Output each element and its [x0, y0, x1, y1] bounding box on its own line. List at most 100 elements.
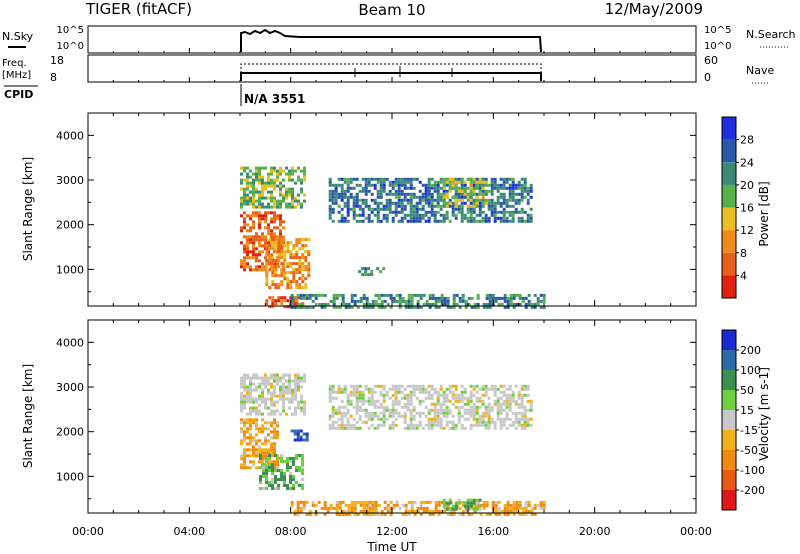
- heatmap-cell: [297, 388, 300, 392]
- heatmap-cell: [274, 487, 277, 490]
- heatmap-cell: [463, 186, 467, 190]
- heatmap-cell: [308, 293, 312, 297]
- heatmap-cell: [454, 507, 458, 511]
- heatmap-cell: [252, 397, 255, 401]
- heatmap-cell: [270, 397, 273, 401]
- heatmap-cell: [436, 396, 440, 400]
- heatmap-cell: [460, 189, 464, 193]
- heatmap-cell: [433, 402, 437, 406]
- heatmap-cell: [299, 293, 303, 297]
- heatmap-cell: [449, 512, 453, 516]
- heatmap-cell: [277, 469, 280, 472]
- heatmap-cell: [409, 201, 413, 205]
- heatmap-cell: [484, 180, 488, 184]
- heatmap-cell: [517, 201, 521, 205]
- heatmap-cell: [409, 423, 413, 427]
- heatmap-cell: [355, 390, 359, 394]
- heatmap-cell: [376, 417, 380, 421]
- heatmap-cell: [255, 433, 258, 437]
- heatmap-cell: [499, 192, 503, 196]
- heatmap-cell: [265, 478, 268, 481]
- heatmap-cell: [240, 265, 243, 269]
- heatmap-cell: [341, 512, 345, 516]
- heatmap-cell: [346, 423, 350, 427]
- heatmap-cell: [289, 271, 293, 275]
- heatmap-cell: [508, 396, 512, 400]
- heatmap-cell: [385, 408, 389, 412]
- heatmap-cell: [377, 293, 381, 297]
- heatmap-cell: [409, 399, 413, 403]
- heatmap-cell: [469, 396, 473, 400]
- heatmap-cell: [293, 429, 297, 433]
- heatmap-cell: [418, 216, 422, 220]
- heatmap-cell: [246, 373, 249, 377]
- heatmap-cell: [503, 506, 507, 510]
- heatmap-cell: [331, 210, 335, 214]
- heatmap-cell: [291, 196, 294, 200]
- heatmap-cell: [252, 199, 255, 203]
- heatmap-cell: [341, 299, 345, 303]
- heatmap-cell: [511, 390, 515, 394]
- heatmap-cell: [349, 177, 353, 181]
- heatmap-cell: [273, 430, 276, 434]
- heatmap-cell: [355, 183, 359, 187]
- heatmap-cell: [406, 219, 410, 223]
- heatmap-cell: [457, 195, 461, 199]
- power-colorbar-tick-label: 16: [740, 202, 754, 215]
- heatmap-cell: [419, 506, 423, 510]
- heatmap-cell: [424, 210, 428, 214]
- heatmap-cell: [303, 172, 306, 176]
- heatmap-cell: [481, 384, 485, 388]
- heatmap-cell: [437, 305, 441, 309]
- heatmap-cell: [271, 241, 275, 245]
- heatmap-cell: [286, 466, 289, 469]
- heatmap-cell: [476, 296, 480, 300]
- heatmap-cell: [454, 201, 458, 205]
- heatmap-cell: [473, 302, 477, 306]
- heatmap-cell: [282, 196, 285, 200]
- heatmap-cell: [376, 405, 380, 409]
- heatmap-cell: [481, 180, 485, 184]
- heatmap-cell: [328, 426, 332, 430]
- heatmap-cell: [292, 463, 295, 466]
- heatmap-cell: [301, 265, 305, 269]
- heatmap-cell: [487, 411, 491, 415]
- velocity-colorbar-tick-label: 200: [740, 344, 761, 357]
- heatmap-cell: [294, 379, 297, 383]
- heatmap-cell: [523, 210, 527, 214]
- heatmap-cell: [433, 423, 437, 427]
- heatmap-cell: [542, 500, 546, 504]
- heatmap-cell: [265, 487, 268, 490]
- heatmap-cell: [433, 180, 437, 184]
- heatmap-cell: [466, 402, 470, 406]
- heatmap-cell: [290, 503, 294, 507]
- heatmap-cell: [430, 207, 434, 211]
- power-frame: [87, 112, 697, 307]
- heatmap-cell: [301, 457, 304, 460]
- heatmap-cell: [386, 293, 390, 297]
- heatmap-cell: [252, 376, 255, 380]
- heatmap-cell: [377, 305, 381, 309]
- heatmap-cell: [502, 201, 506, 205]
- heatmap-cell: [276, 382, 279, 386]
- heatmap-cell: [379, 201, 383, 205]
- heatmap-cell: [295, 469, 298, 472]
- heatmap-cell: [277, 253, 281, 257]
- heatmap-cell: [476, 503, 480, 507]
- heatmap-cell: [243, 211, 246, 215]
- heatmap-cell: [518, 503, 522, 507]
- heatmap-cell: [508, 198, 512, 202]
- heatmap-cell: [307, 274, 311, 278]
- heatmap-cell: [442, 189, 446, 193]
- heatmap-cell: [276, 226, 279, 230]
- heatmap-cell: [454, 189, 458, 193]
- heatmap-cell: [469, 384, 473, 388]
- heatmap-cell: [301, 277, 305, 281]
- heatmap-cell: [349, 390, 353, 394]
- heatmap-cell: [412, 192, 416, 196]
- heatmap-cell: [283, 305, 287, 309]
- heatmap-cell: [246, 265, 249, 269]
- heatmap-cell: [472, 180, 476, 184]
- heatmap-cell: [249, 202, 252, 206]
- heatmap-cell: [508, 219, 512, 223]
